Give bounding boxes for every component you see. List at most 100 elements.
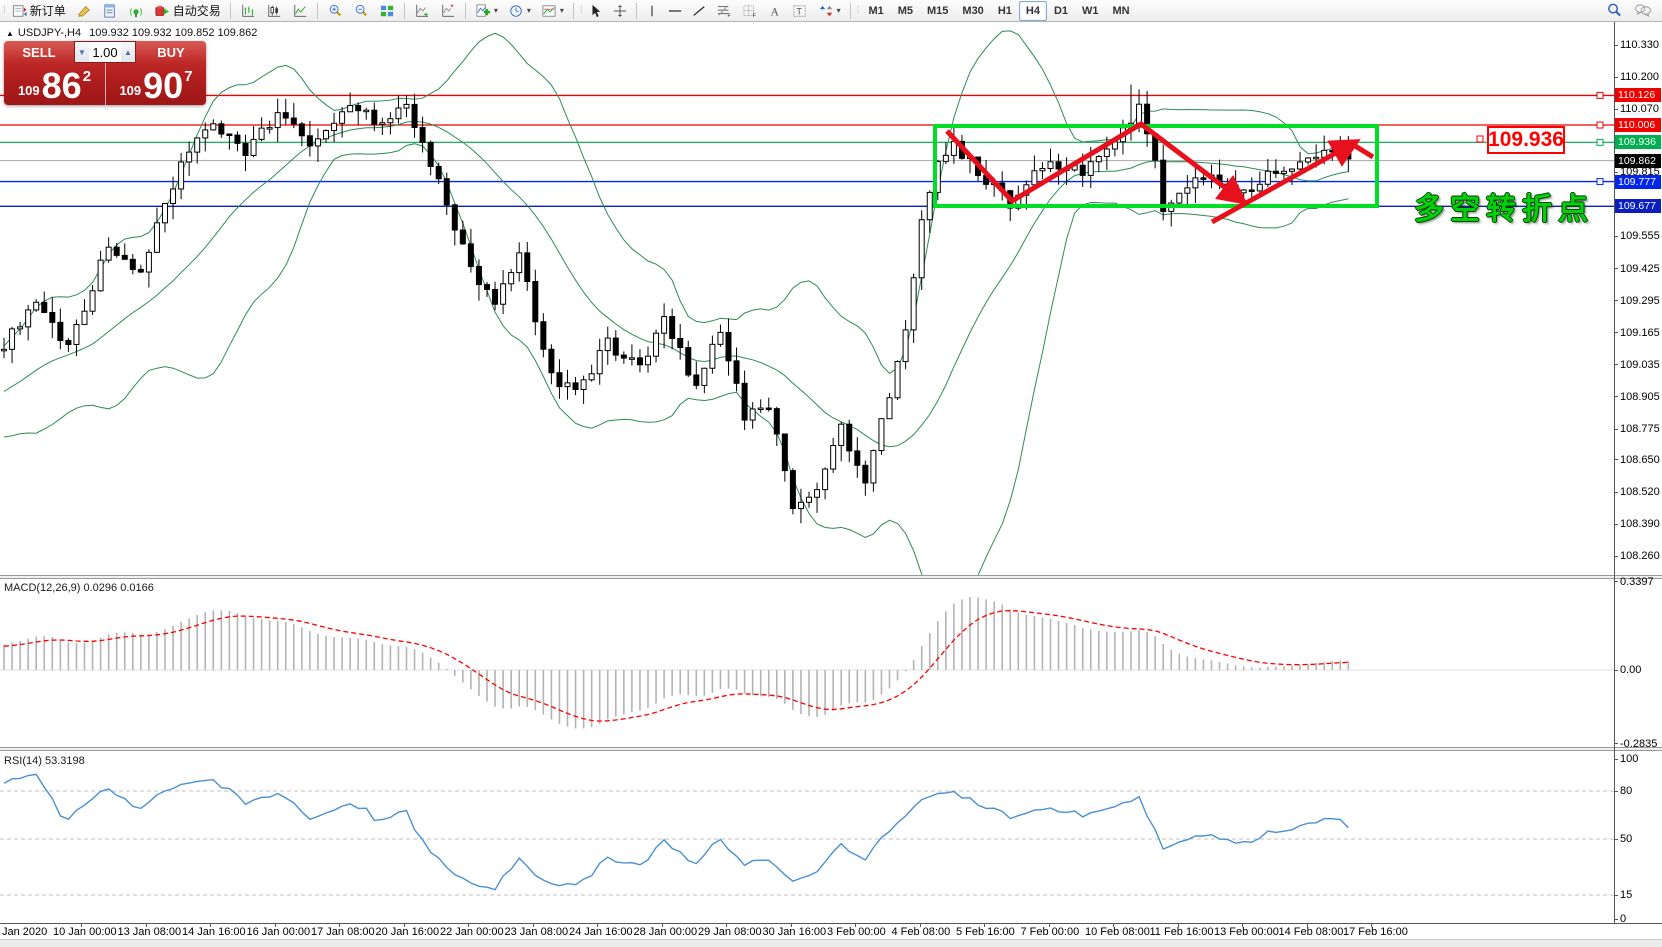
rsi-tick-label: 15 xyxy=(1620,889,1633,901)
timeframe-button-mn[interactable]: MN xyxy=(1112,4,1130,17)
pane-separator[interactable] xyxy=(0,575,1662,579)
tile-windows-button[interactable] xyxy=(375,1,399,21)
time-tick xyxy=(1113,923,1114,927)
timeframe-button-h4[interactable]: H4 xyxy=(1018,0,1047,21)
autotrading-button[interactable]: 自动交易 xyxy=(150,1,225,21)
profile-button[interactable] xyxy=(72,1,96,21)
cursor-button[interactable] xyxy=(585,1,607,21)
axis-tick-dash xyxy=(1614,581,1618,583)
buy-button[interactable]: BUY xyxy=(136,41,206,63)
sell-button[interactable]: SELL xyxy=(4,41,74,63)
price-badge-110.126: 110.126 xyxy=(1615,88,1661,103)
search-button[interactable] xyxy=(1602,1,1626,21)
price-badge-109.862: 109.862 xyxy=(1615,153,1661,168)
zoom-out-icon xyxy=(355,4,367,16)
templates-button[interactable]: ▾ xyxy=(537,1,568,21)
axis-tick-dash xyxy=(1614,396,1618,398)
time-label: 16 Jan 00:00 xyxy=(246,926,311,938)
time-tick xyxy=(210,923,211,927)
symbol-name: USDJPY-,H4 xyxy=(17,27,82,39)
time-label: 14 Feb 08:00 xyxy=(1278,926,1344,938)
one-click-toggle[interactable]: ▲ xyxy=(6,29,14,38)
timeframe-button-m30[interactable]: M30 xyxy=(962,4,984,17)
dropdown-caret: ▾ xyxy=(836,6,841,15)
dropdown-caret: ▾ xyxy=(526,6,531,15)
grid-icon: F xyxy=(743,4,755,18)
price-tick-label: 108.390 xyxy=(1620,518,1660,531)
time-tick xyxy=(1177,923,1179,927)
bar-chart-button[interactable] xyxy=(236,1,260,21)
cursor-icon xyxy=(592,4,601,17)
time-tick xyxy=(403,923,405,927)
signals-button[interactable] xyxy=(124,1,148,21)
chart-shift-button[interactable] xyxy=(436,1,460,21)
chat-button[interactable] xyxy=(1630,1,1656,21)
dropdown-caret: ▾ xyxy=(493,6,498,15)
time-label: 23 Jan 08:00 xyxy=(504,926,569,938)
indicators-button[interactable]: ▾ xyxy=(471,1,502,21)
timeframe-button-m5[interactable]: M5 xyxy=(897,4,913,17)
timeframe-button-d1[interactable]: D1 xyxy=(1053,4,1068,17)
clock-icon xyxy=(510,4,522,17)
toolbar-right-group xyxy=(1602,1,1660,21)
vertical-line-button[interactable] xyxy=(642,1,662,21)
candlestick-chart-button[interactable] xyxy=(262,1,286,21)
time-tick xyxy=(81,923,82,927)
chart-shift-icon xyxy=(442,4,454,17)
vertical-line-icon xyxy=(651,5,653,16)
zoom-out-button[interactable] xyxy=(349,1,373,21)
periods-button[interactable]: ▾ xyxy=(504,1,535,21)
rsi-tick-label: 0 xyxy=(1620,913,1627,925)
main-price-pane[interactable] xyxy=(0,22,1614,575)
axis-tick-dash xyxy=(1614,44,1618,46)
autotrading-icon xyxy=(155,5,169,16)
pane-separator[interactable] xyxy=(0,747,1662,751)
arrows-button[interactable]: ▾ xyxy=(814,1,845,21)
rsi-tick-label: 100 xyxy=(1620,753,1639,765)
new-order-button[interactable]: 新订单 xyxy=(8,1,70,21)
macd-pane[interactable] xyxy=(0,579,1614,745)
time-tick xyxy=(984,923,985,927)
ask-price[interactable]: 109 90 7 xyxy=(105,63,206,105)
text-button[interactable]: A xyxy=(764,1,786,21)
axis-tick-dash xyxy=(1614,428,1618,430)
fibonacci-button[interactable]: F xyxy=(712,1,736,21)
text-label-button[interactable]: T xyxy=(788,1,812,21)
time-tick xyxy=(919,923,921,927)
rsi-pane[interactable] xyxy=(0,751,1614,923)
chart-window[interactable]: ▲ USDJPY-,H4 109.932 109.932 109.852 109.8… xyxy=(0,22,1662,947)
grid-button[interactable]: F xyxy=(738,1,762,21)
time-tick xyxy=(532,923,534,927)
timeframe-button-w1[interactable]: W1 xyxy=(1082,4,1099,17)
bid-price[interactable]: 109 86 2 xyxy=(4,63,105,105)
auto-scroll-button[interactable] xyxy=(410,1,434,21)
data-window-button[interactable] xyxy=(98,1,122,21)
timeframe-button-h1[interactable]: H1 xyxy=(997,4,1012,17)
toolbar-grip: ⁞ xyxy=(3,5,6,16)
price-tick-label: 110.200 xyxy=(1620,71,1659,84)
timeframe-button-m15[interactable]: M15 xyxy=(927,4,949,17)
axis-tick-dash xyxy=(1614,790,1618,792)
crosshair-button[interactable] xyxy=(609,1,631,21)
time-label: 14 Jan 16:00 xyxy=(182,926,246,938)
volume-decrease-button[interactable]: ▼ xyxy=(75,42,89,62)
zoom-in-button[interactable] xyxy=(323,1,347,21)
timeframe-group: M1 M5 M15 M30 H1 H4 D1 W1 MN xyxy=(861,0,1136,21)
price-tick-label: 109.035 xyxy=(1620,358,1660,371)
volume-value[interactable]: 1.00 xyxy=(92,44,118,60)
axis-tick-dash xyxy=(1614,491,1618,493)
time-label: 28 Jan 00:00 xyxy=(633,926,698,938)
time-label: 7 Feb 00:00 xyxy=(1020,926,1080,938)
svg-text:A: A xyxy=(770,6,779,18)
price-tick-label: 108.775 xyxy=(1620,423,1660,436)
time-label: 17 Jan 08:00 xyxy=(311,926,375,938)
price-badge-109.936: 109.936 xyxy=(1615,135,1661,150)
volume-increase-button[interactable]: ▲ xyxy=(121,42,135,62)
trendline-button[interactable] xyxy=(688,1,710,21)
macd-label: MACD(12,26,9) 0.0296 0.0166 xyxy=(4,582,154,594)
timeframe-button-m1[interactable]: M1 xyxy=(868,4,884,17)
trendline-icon xyxy=(692,5,705,16)
line-chart-button[interactable] xyxy=(288,1,312,21)
horizontal-line-button[interactable] xyxy=(664,1,686,21)
